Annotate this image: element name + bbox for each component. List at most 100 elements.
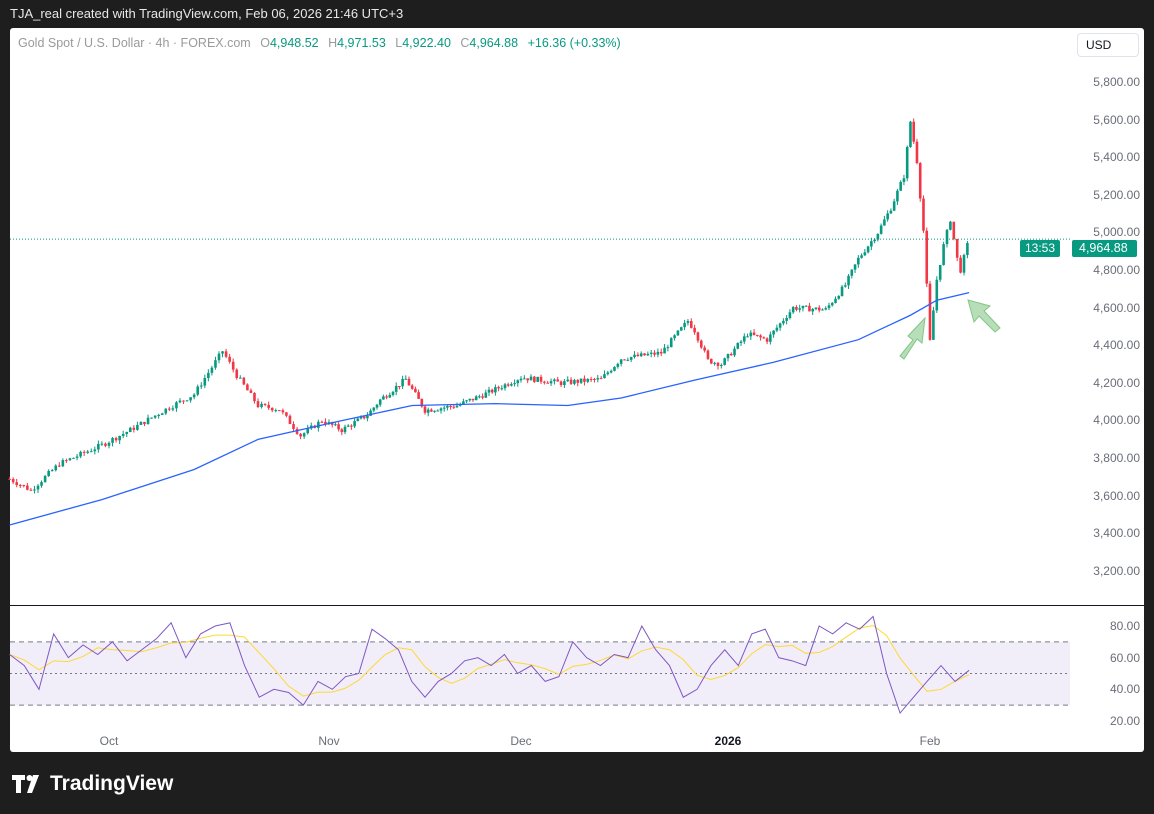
candle-body xyxy=(559,381,563,386)
candle-body xyxy=(423,406,427,413)
candle-body xyxy=(821,309,824,311)
close-value: 4,964.88 xyxy=(469,36,519,50)
candle-body xyxy=(942,244,945,265)
close-label: C xyxy=(460,36,470,50)
candle-body xyxy=(263,403,267,405)
candle-body xyxy=(410,385,414,389)
candle-body xyxy=(653,352,656,355)
candle-body xyxy=(192,394,196,398)
low-value: 4,922.40 xyxy=(402,36,451,50)
price-axis-tick: 5,400.00 xyxy=(1093,150,1140,165)
candle-body xyxy=(804,305,808,307)
price-axis-tick: 3,800.00 xyxy=(1093,451,1140,465)
candle-body xyxy=(36,485,40,490)
candle-body xyxy=(207,372,210,379)
candle-body xyxy=(643,353,646,356)
candle-body xyxy=(160,413,164,415)
candle-body xyxy=(178,400,182,403)
candle-body xyxy=(785,317,788,321)
candle-body xyxy=(556,379,560,382)
candle-body xyxy=(503,384,507,389)
candle-body xyxy=(676,330,680,336)
candle-body xyxy=(340,429,344,433)
candle-body xyxy=(33,489,36,491)
candle-body xyxy=(18,485,22,487)
candle-body xyxy=(616,363,620,367)
candle-body xyxy=(801,305,805,309)
candle-body xyxy=(739,341,743,343)
candle-body xyxy=(388,394,392,398)
candle-body xyxy=(689,321,693,328)
candle-body xyxy=(827,305,831,309)
candle-body xyxy=(589,378,593,380)
candle-body xyxy=(471,398,475,401)
candle-body xyxy=(436,410,440,412)
candle-body xyxy=(500,388,504,390)
candle-body xyxy=(713,362,716,364)
price-axis-tick: 4,000.00 xyxy=(1093,413,1140,428)
currency-button[interactable]: USD xyxy=(1077,33,1139,57)
candle-body xyxy=(736,342,740,349)
candle-body xyxy=(203,378,207,386)
candle-body xyxy=(932,310,935,340)
candle-body xyxy=(922,198,925,231)
candle-body xyxy=(879,225,883,234)
candle-body xyxy=(566,379,570,382)
candle-body xyxy=(873,239,876,242)
candle-body xyxy=(623,359,626,361)
candle-body xyxy=(221,351,224,354)
candle-body xyxy=(164,408,168,414)
candle-body xyxy=(510,384,513,386)
candle-body xyxy=(274,410,278,412)
candle-body xyxy=(199,385,203,387)
open-label: O xyxy=(260,36,270,50)
candle-body xyxy=(523,378,526,380)
candle-body xyxy=(840,286,844,296)
candle-body xyxy=(121,433,125,436)
candle-body xyxy=(543,381,546,383)
candle-body xyxy=(798,308,801,310)
candle-body xyxy=(549,381,553,384)
candle-body xyxy=(938,264,942,280)
candle-body xyxy=(217,353,221,361)
candle-body xyxy=(857,257,860,265)
last-price-label: 4,964.88 xyxy=(1072,240,1137,257)
candle-body xyxy=(513,383,516,385)
candle-body xyxy=(720,364,723,367)
candle-body xyxy=(420,398,424,407)
candle-body xyxy=(860,255,863,258)
time-axis-tick: 2026 xyxy=(714,734,742,748)
tradingview-logo[interactable]: TradingView xyxy=(12,772,173,796)
candle-body xyxy=(606,372,610,375)
candle-body xyxy=(811,309,815,312)
candle-body xyxy=(824,308,828,310)
candle-body xyxy=(706,350,710,359)
candle-body xyxy=(40,482,43,486)
candle-body xyxy=(89,451,93,453)
candle-body xyxy=(260,403,263,408)
candle-body xyxy=(586,378,590,382)
candle-body xyxy=(189,397,192,401)
candle-body xyxy=(366,415,369,419)
arrow-annotation xyxy=(899,316,926,360)
candle-body xyxy=(346,425,350,427)
candle-body xyxy=(267,404,270,408)
time-axis-tick: Dec xyxy=(510,734,532,748)
candle-body xyxy=(814,307,818,310)
candle-body xyxy=(417,392,420,399)
candle-body xyxy=(401,378,404,387)
candle-body xyxy=(569,379,573,384)
candle-body xyxy=(710,358,713,364)
symbol-title[interactable]: Gold Spot / U.S. Dollar · 4h · FOREX.com xyxy=(18,36,251,50)
price-axis-tick: 3,200.00 xyxy=(1093,563,1140,578)
candle-body xyxy=(752,332,756,335)
candle-body xyxy=(114,438,118,441)
candle-body xyxy=(334,424,337,426)
candle-body xyxy=(686,321,690,323)
candle-body xyxy=(295,428,299,434)
candle-body xyxy=(93,449,97,452)
candle-body xyxy=(666,347,670,349)
candle-body xyxy=(353,421,356,427)
price-axis-tick: 4,200.00 xyxy=(1093,375,1140,390)
